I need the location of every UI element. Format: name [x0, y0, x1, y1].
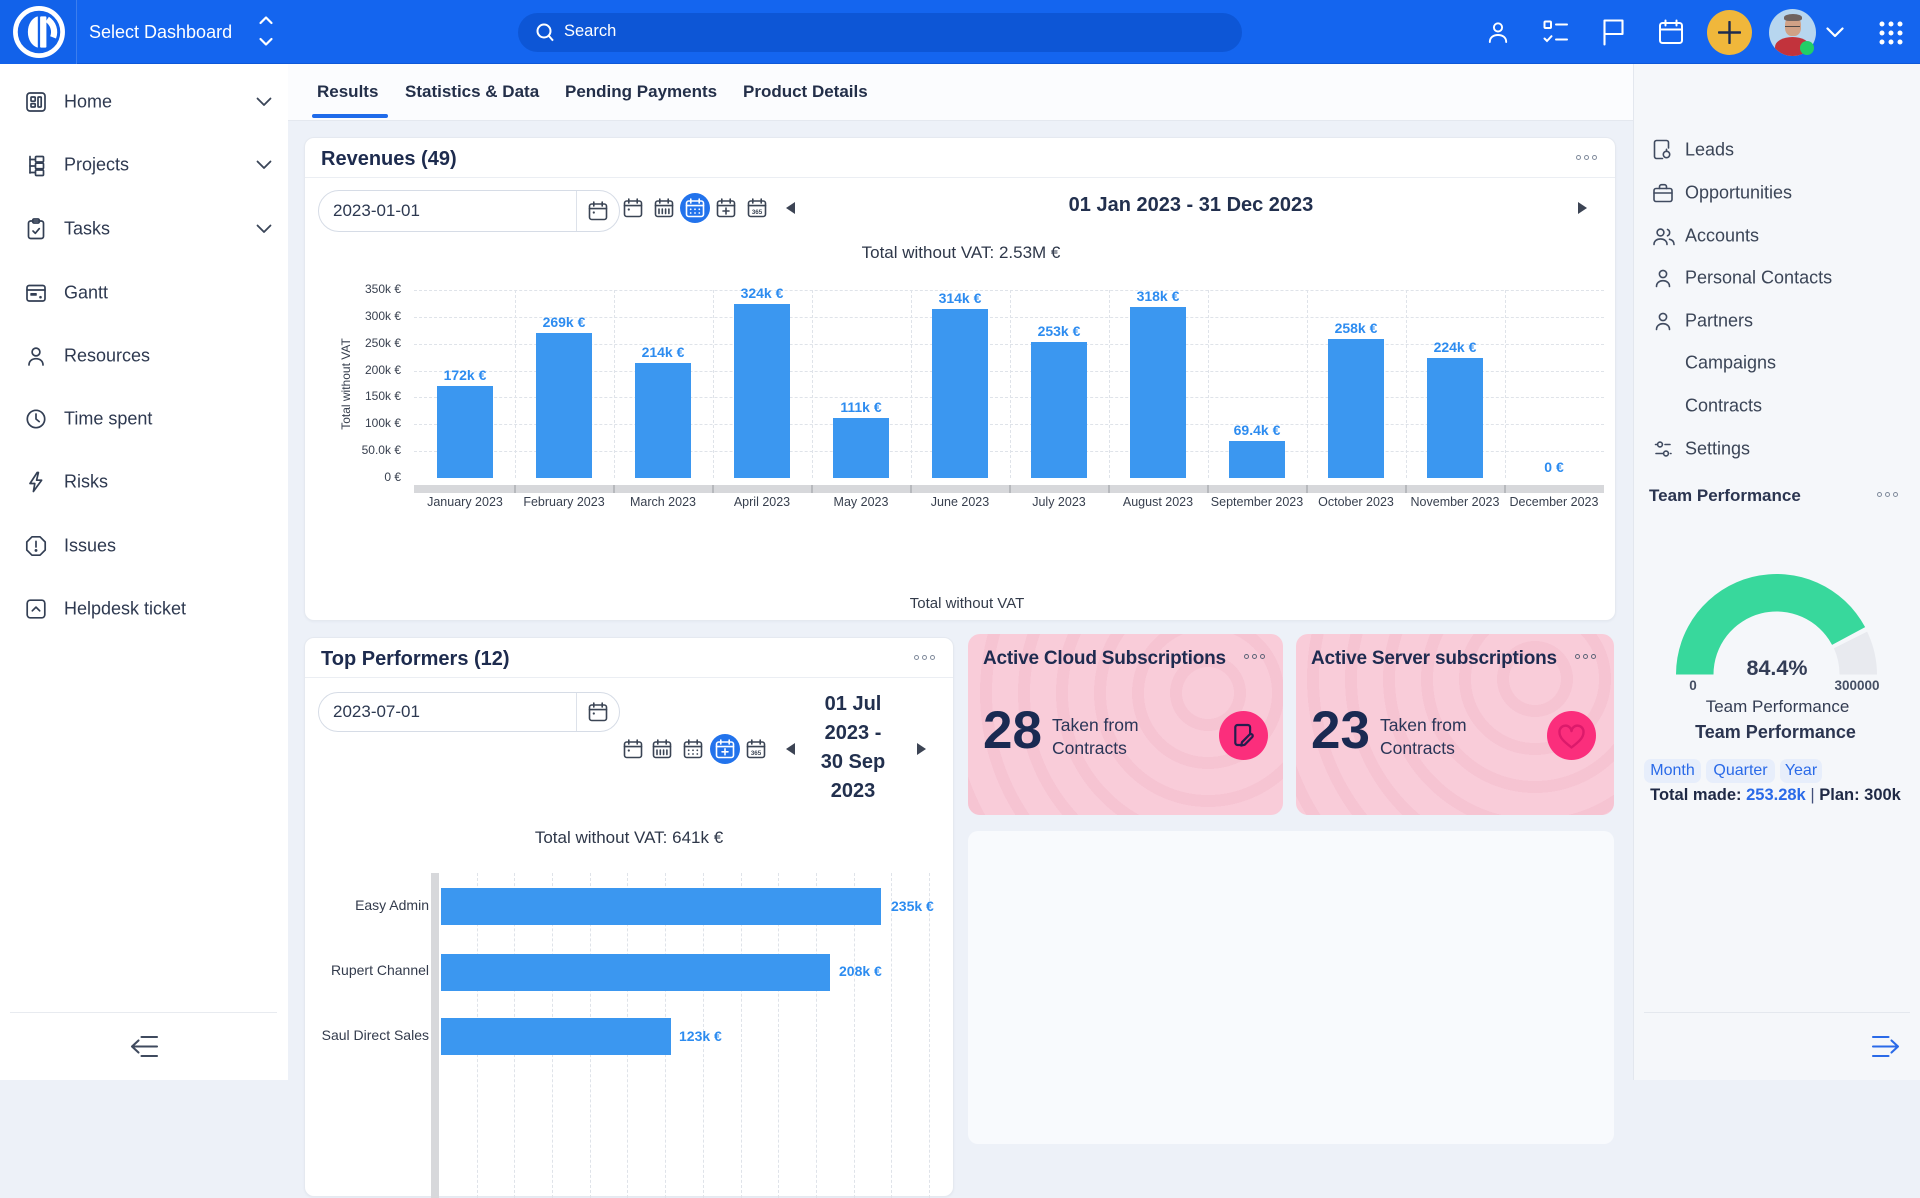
svg-text:365: 365 [751, 750, 762, 757]
svg-text:365: 365 [752, 209, 763, 216]
